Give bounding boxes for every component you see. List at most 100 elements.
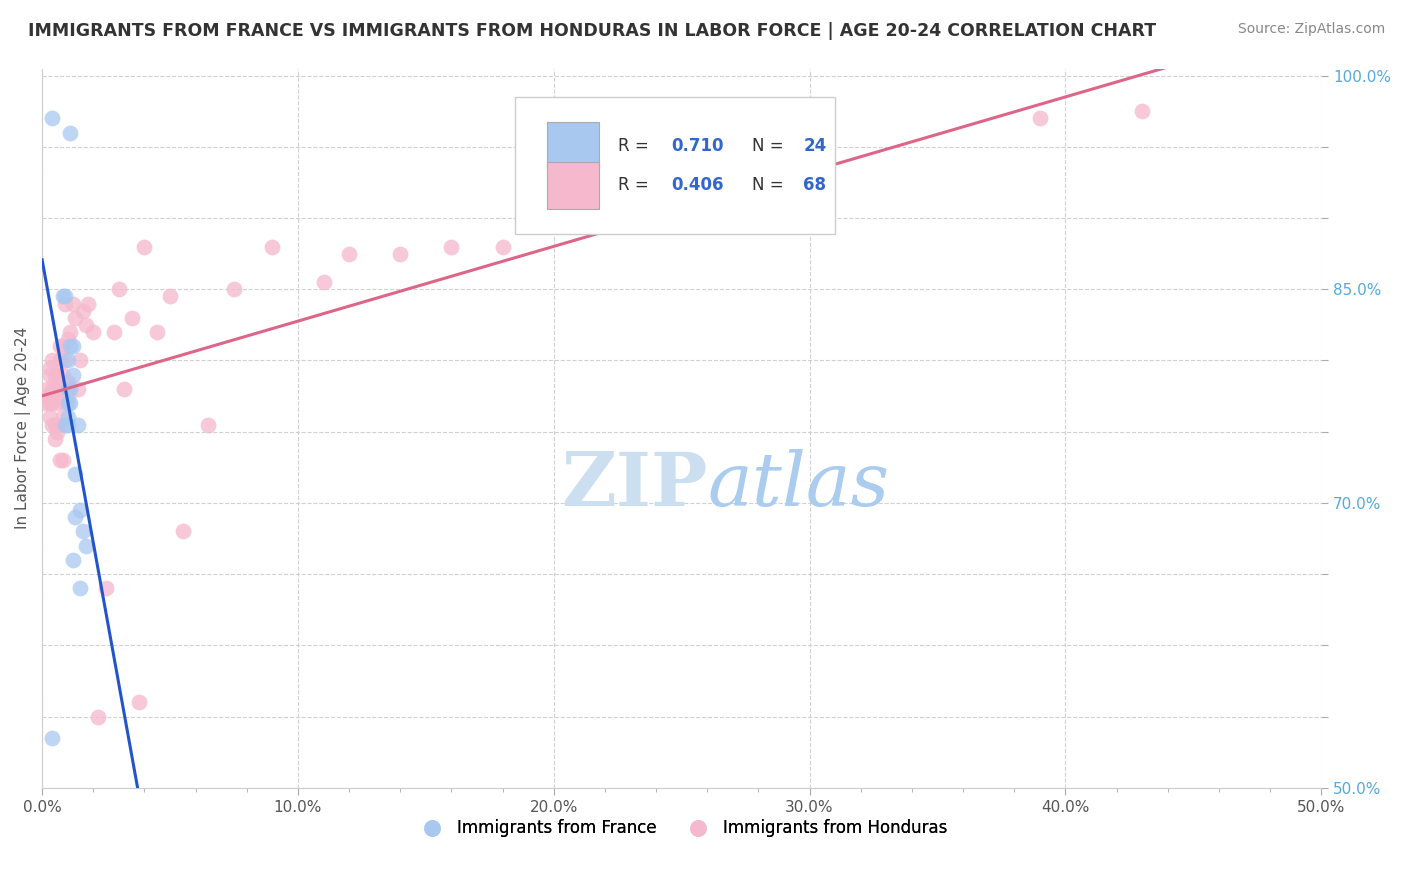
Point	[49, 353, 72, 368]
Point	[87, 709, 110, 723]
Point	[72, 303, 94, 318]
Point	[77, 296, 100, 310]
Point	[94, 582, 117, 596]
Point	[53, 353, 76, 368]
Point	[69, 353, 91, 368]
Text: Source: ZipAtlas.com: Source: ZipAtlas.com	[1237, 22, 1385, 37]
Point	[52, 453, 75, 467]
Point	[62, 339, 84, 353]
Point	[66, 417, 89, 432]
Point	[46, 368, 69, 382]
Point	[56, 382, 79, 396]
Text: IMMIGRANTS FROM FRANCE VS IMMIGRANTS FROM HONDURAS IN LABOR FORCE | AGE 20-24 CO: IMMIGRANTS FROM FRANCE VS IMMIGRANTS FRO…	[28, 22, 1156, 40]
Point	[1029, 112, 1052, 126]
Point	[75, 318, 97, 332]
Point	[69, 582, 91, 596]
Point	[59, 339, 82, 353]
Point	[59, 126, 82, 140]
Point	[56, 332, 79, 346]
Point	[52, 368, 75, 382]
Point	[62, 296, 84, 310]
Point	[44, 368, 66, 382]
Point	[108, 282, 131, 296]
Point	[49, 382, 72, 396]
Text: 68: 68	[803, 177, 827, 194]
Point	[38, 368, 60, 382]
Point	[312, 275, 335, 289]
Point	[37, 389, 59, 403]
Point	[53, 296, 76, 310]
Point	[49, 339, 72, 353]
Point	[262, 239, 284, 253]
Point	[65, 310, 87, 325]
Legend: Immigrants from France, Immigrants from Honduras: Immigrants from France, Immigrants from …	[409, 813, 955, 844]
Point	[56, 396, 79, 410]
Point	[46, 417, 69, 432]
Point	[56, 375, 79, 389]
Point	[53, 375, 76, 389]
Point	[389, 246, 412, 260]
Point	[82, 325, 104, 339]
Point	[56, 410, 79, 425]
Point	[52, 410, 75, 425]
Point	[491, 239, 513, 253]
Point	[134, 239, 156, 253]
Point	[46, 425, 69, 439]
Point	[65, 467, 87, 482]
Point	[172, 524, 194, 539]
Point	[128, 695, 150, 709]
Text: R =: R =	[617, 177, 654, 194]
Text: N =: N =	[752, 177, 789, 194]
Point	[38, 410, 60, 425]
Point	[52, 289, 75, 303]
Text: R =: R =	[617, 136, 654, 155]
Point	[41, 353, 63, 368]
FancyBboxPatch shape	[547, 162, 599, 209]
Y-axis label: In Labor Force | Age 20-24: In Labor Force | Age 20-24	[15, 327, 31, 529]
Point	[52, 339, 75, 353]
Text: atlas: atlas	[707, 450, 890, 522]
Point	[112, 382, 135, 396]
Point	[34, 396, 56, 410]
Point	[72, 524, 94, 539]
Point	[46, 382, 69, 396]
Point	[53, 289, 76, 303]
Point	[41, 382, 63, 396]
Point	[337, 246, 360, 260]
Point	[121, 310, 143, 325]
Point	[56, 417, 79, 432]
Point	[41, 112, 63, 126]
Point	[222, 282, 245, 296]
Point	[103, 325, 125, 339]
Point	[69, 503, 91, 517]
Point	[41, 389, 63, 403]
Point	[44, 417, 66, 432]
Point	[41, 396, 63, 410]
Text: N =: N =	[752, 136, 789, 155]
Point	[49, 453, 72, 467]
Point	[66, 382, 89, 396]
Point	[44, 432, 66, 446]
Text: 0.710: 0.710	[672, 136, 724, 155]
Point	[65, 510, 87, 524]
Point	[62, 368, 84, 382]
Point	[38, 389, 60, 403]
Point	[56, 389, 79, 403]
Point	[146, 325, 169, 339]
Point	[41, 731, 63, 745]
Text: 24: 24	[803, 136, 827, 155]
Point	[37, 382, 59, 396]
Point	[44, 375, 66, 389]
Point	[543, 211, 565, 225]
Point	[1130, 104, 1153, 119]
Point	[159, 289, 181, 303]
Point	[75, 539, 97, 553]
Point	[62, 553, 84, 567]
FancyBboxPatch shape	[547, 122, 599, 169]
Point	[59, 396, 82, 410]
Point	[59, 382, 82, 396]
Point	[197, 417, 219, 432]
Point	[59, 325, 82, 339]
Text: ZIP: ZIP	[561, 450, 707, 522]
Text: 0.406: 0.406	[672, 177, 724, 194]
